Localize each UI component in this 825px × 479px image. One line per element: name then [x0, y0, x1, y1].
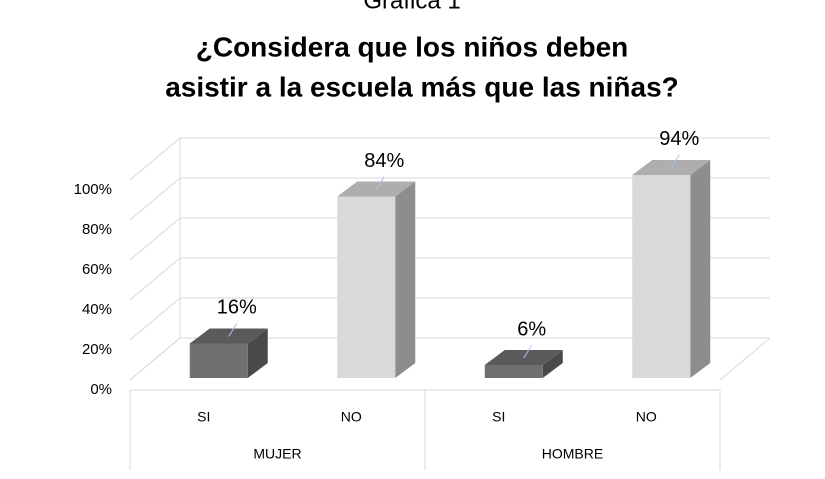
- x-tick-label: NO: [341, 409, 362, 425]
- bar-side: [247, 328, 268, 378]
- y-tick-label: 80%: [82, 221, 112, 238]
- leader-line: [228, 323, 238, 337]
- bar: [632, 159, 711, 378]
- grid-line: [129, 297, 181, 341]
- data-label: 84%: [364, 150, 404, 172]
- bar: [337, 181, 416, 378]
- bar-side: [690, 159, 711, 378]
- y-tick-label: 100%: [74, 181, 112, 198]
- bar: [484, 350, 563, 378]
- leader-line: [670, 154, 680, 169]
- leader-line: [375, 176, 385, 190]
- grid-line: [129, 177, 181, 221]
- data-label: 16%: [217, 297, 257, 319]
- y-tick-label: 60%: [82, 261, 112, 278]
- x-tick-label: SI: [492, 409, 505, 425]
- data-label: 94%: [659, 128, 699, 150]
- bar-front: [337, 196, 396, 378]
- grid-line: [129, 217, 181, 261]
- y-tick-label: 20%: [82, 341, 112, 358]
- chart-title: ¿Considera que los niños deben: [196, 31, 629, 62]
- x-tick-label: SI: [197, 409, 210, 425]
- bar-front: [189, 343, 248, 378]
- group-label: MUJER: [253, 446, 301, 462]
- caption: Gráfica 1: [363, 0, 460, 14]
- bar-side: [395, 181, 416, 378]
- grid-line: [129, 337, 181, 381]
- y-tick-label: 0%: [90, 381, 112, 398]
- y-tick-label: 40%: [82, 301, 112, 318]
- bar-front: [632, 174, 691, 378]
- floor-edge: [719, 337, 771, 381]
- bar: [189, 328, 268, 378]
- grid-line: [129, 257, 181, 301]
- chart-title: asistir a la escuela más que las niñas?: [165, 71, 679, 102]
- bar-front: [484, 365, 543, 378]
- leader-line: [523, 344, 533, 359]
- grid-line: [129, 137, 181, 181]
- x-tick-label: NO: [636, 409, 657, 425]
- bar-side: [542, 350, 563, 378]
- group-label: HOMBRE: [542, 446, 603, 462]
- data-label: 6%: [517, 318, 546, 340]
